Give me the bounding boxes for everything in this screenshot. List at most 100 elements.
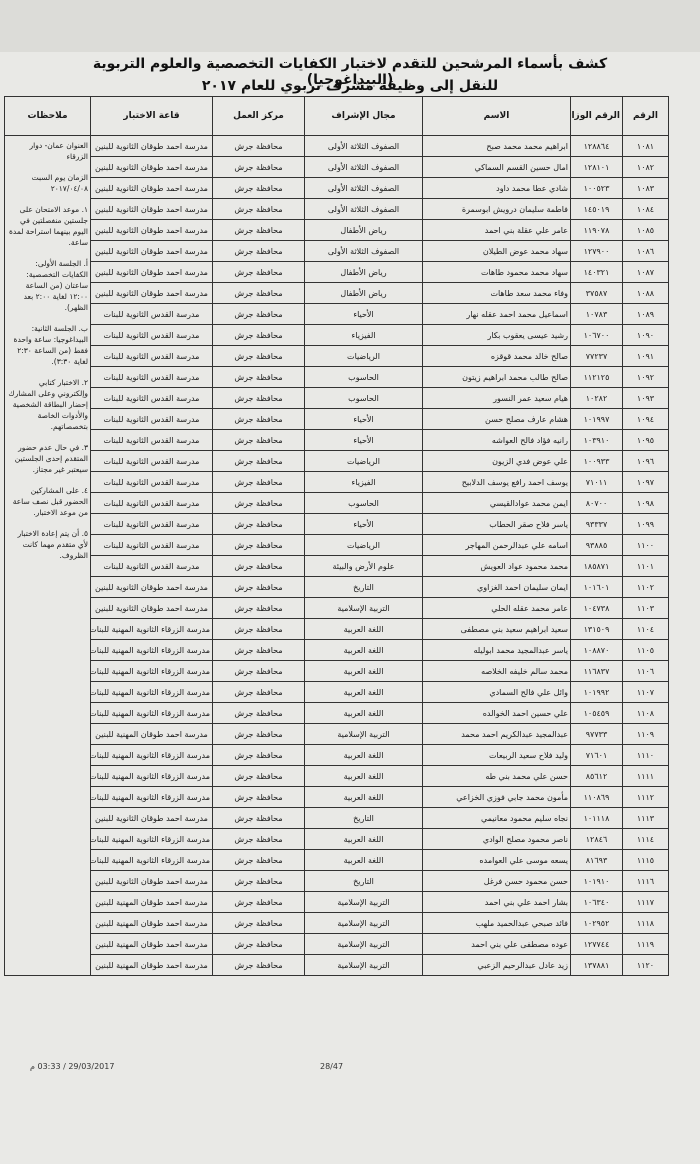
table-row: ١١١٩ ١٢٧٧٤٤ عوده مصطفى علي بني احمد التربية… — [5, 933, 669, 955]
row-number: ١٠٨٤ — [622, 198, 669, 220]
candidate-name: وليد فلاح سعيد الربيعات — [422, 744, 571, 766]
work-center: محافظة جرش — [212, 198, 305, 220]
candidate-name: نجاه سليم محمود معانيمي — [422, 807, 571, 829]
row-number: ١٠٨٥ — [622, 219, 669, 241]
note: ٥. أن يتم إعادة الاختبار لأي متقدم مهما … — [17, 529, 88, 560]
ministry-id: ١١٩٠٧٨ — [570, 219, 623, 241]
table-row: ١١٠٧ ١٠١٩٩٢ وائل علي فالح السمادي اللغة الع… — [5, 681, 669, 703]
row-number: ١١١٨ — [622, 912, 669, 934]
work-center: محافظة جرش — [212, 807, 305, 829]
row-number: ١٠٩٦ — [622, 450, 669, 472]
exam-hall: مدرسة القدس الثانوية للبنات — [90, 492, 213, 514]
candidate-name: اسماعيل محمد احمد عقله نهار — [422, 303, 571, 325]
table-row: ١٠٩٨ ٨٠٧٠٠ ايمن محمد عوادالقيسي الحاسوب محاف… — [5, 492, 669, 514]
row-number: ١٠٩٣ — [622, 387, 669, 409]
work-center: محافظة جرش — [212, 870, 305, 892]
supervision-field: اللغة العربية — [304, 681, 423, 703]
candidate-name: زيد عادل عبدالرحيم الزعبي — [422, 954, 571, 976]
candidate-name: وفاء محمد سعد طاهات — [422, 282, 571, 304]
title: كشف بأسماء المرشحين للتقدم لاختبار الكفا… — [92, 56, 608, 88]
work-center: محافظة جرش — [212, 933, 305, 955]
row-number: ١٠٨٢ — [622, 156, 669, 178]
supervision-field: اللغة العربية — [304, 849, 423, 871]
candidate-name: مأمون محمد جابي فوزي الخزاعي — [422, 786, 571, 808]
exam-hall: مدرسة الزرقاء الثانوية المهنية للبنات — [90, 660, 213, 682]
supervision-field: التربية الإسلامية — [304, 723, 423, 745]
note: ١. موعد الامتحان على جلستين منفصلتين في … — [9, 205, 88, 247]
row-number: ١١١٠ — [622, 744, 669, 766]
table-row: ١٠٨٨ ٣٧٥٨٧ وفاء محمد سعد طاهات رياض الأطفال… — [5, 282, 669, 304]
table-row: ١٠٨١ ١٢٨٨٦٤ ابراهيم محمد محمد صبح الصفوف ال… — [4, 135, 669, 976]
note: الزمان يوم السبت ٢٠١٧/٠٤/٠٨ — [31, 173, 88, 193]
subtitle: للنقل إلى وظيفة مشرف تربوي للعام ٢٠١٧ — [201, 78, 499, 94]
ministry-id: ١١٠٨٦٩ — [570, 786, 623, 808]
column-header: الرقم الوزاري — [570, 96, 623, 136]
table-row: ١١١٧ ١٠٦٣٤٠ بشار احمد علي بني احمد التربية … — [5, 891, 669, 913]
candidate-name: فاطمة سليمان درويش ابوسمرة — [422, 198, 571, 220]
exam-hall: مدرسة الزرقاء الثانوية المهنية للبنات — [90, 681, 213, 703]
exam-hall: مدرسة احمد طوقان الثانوية للبنين — [90, 198, 213, 220]
exam-hall: مدرسة احمد طوقان الثانوية للبنين — [90, 870, 213, 892]
row-number: ١١١١ — [622, 765, 669, 787]
ministry-id: ١٢٨٤٦ — [570, 828, 623, 850]
exam-hall: مدرسة الزرقاء الثانوية المهنية للبنات — [90, 849, 213, 871]
row-number: ١١١٩ — [622, 933, 669, 955]
row-number: ١٠٩١ — [622, 345, 669, 367]
exam-hall: مدرسة الزرقاء الثانوية المهنية للبنات — [90, 828, 213, 850]
ministry-id: ٧١٠١١ — [570, 471, 623, 493]
work-center: محافظة جرش — [212, 660, 305, 682]
work-center: محافظة جرش — [212, 408, 305, 430]
work-center: محافظة جرش — [212, 681, 305, 703]
supervision-field: الصفوف الثلاثة الأولى — [304, 156, 423, 178]
table-row: ١٠٩٢ ١١٢١٢٥ صالح طالب محمد ابراهيم زيتون ال… — [5, 366, 669, 388]
row-number: ١٠٨٨ — [622, 282, 669, 304]
ministry-id: ١٠٠٥٢٣ — [570, 177, 623, 199]
supervision-field: التربية الإسلامية — [304, 597, 423, 619]
background-sheet — [0, 0, 700, 54]
exam-hall: مدرسة الزرقاء الثانوية المهنية للبنات — [90, 702, 213, 724]
supervision-field: الفيزياء — [304, 324, 423, 346]
exam-hall: مدرسة الزرقاء الثانوية المهنية للبنات — [90, 786, 213, 808]
column-header: قاعة الاختبار — [90, 96, 213, 136]
exam-hall: مدرسة احمد طوقان المهنية للبنين — [90, 933, 213, 955]
table-row: ١٠٩٣ ١٠٢٨٢ هيام سعيد عمر النسور الحاسوب محاف… — [5, 387, 669, 409]
supervision-field: التربية الإسلامية — [304, 891, 423, 913]
supervision-field: الرياضيات — [304, 345, 423, 367]
row-number: ١١٠٤ — [622, 618, 669, 640]
ministry-id: ١١٢١٢٥ — [570, 366, 623, 388]
table-row: ١٠٩٧ ٧١٠١١ يوسف احمد رافع يوسف الدلابيح الف… — [5, 471, 669, 493]
ministry-id: ١٤٥٠١٩ — [570, 198, 623, 220]
table-row: ١٠٨٦ ١٢٧٩٠٠ سهاد محمد عوض الطيلان الصفوف ال… — [5, 240, 669, 262]
work-center: محافظة جرش — [212, 240, 305, 262]
work-center: محافظة جرش — [212, 954, 305, 976]
ministry-id: ١٠٤٧٣٨ — [570, 597, 623, 619]
row-number: ١٠٨٩ — [622, 303, 669, 325]
exam-hall: مدرسة القدس الثانوية للبنات — [90, 324, 213, 346]
work-center: محافظة جرش — [212, 513, 305, 535]
ministry-id: ١٠٣٩١٠ — [570, 429, 623, 451]
table-row: ١١١٣ ١٠١١١٨ نجاه سليم محمود معانيمي التاريخ… — [5, 807, 669, 829]
note: ٤. على المشاركين الحضور قبل نصف ساعة من … — [12, 486, 88, 517]
exam-hall: مدرسة القدس الثانوية للبنات — [90, 387, 213, 409]
ministry-id: ١٠١٩٩٧ — [570, 408, 623, 430]
table-row: ١٠٨٧ ١٤٠٣٢١ سهاد محمد محمود طاهات رياض الأط… — [5, 261, 669, 283]
candidate-name: سعيد ابراهيم سعيد بني مصطفى — [422, 618, 571, 640]
candidate-name: يسعه موسى علي العوامده — [422, 849, 571, 871]
candidate-name: شادي عطا محمد داود — [422, 177, 571, 199]
table-row: ١٠٩٤ ١٠١٩٩٧ هشام عارف مصلح حسن الأحياء محافظ… — [5, 408, 669, 430]
supervision-field: الصفوف الثلاثة الأولى — [304, 198, 423, 220]
table-row: ١١١٠ ٧١٦٠١ وليد فلاح سعيد الربيعات اللغة ال… — [5, 744, 669, 766]
ministry-id: ١٢٨٨٦٤ — [570, 135, 623, 157]
candidate-name: اسامه علي عبدالرحمن المهاجر — [422, 534, 571, 556]
row-number: ١٠٩٧ — [622, 471, 669, 493]
work-center: محافظة جرش — [212, 597, 305, 619]
note: ٢. الاختبار كتابي وإلكتروني وعلى المشارك… — [8, 378, 88, 431]
supervision-field: الصفوف الثلاثة الأولى — [304, 135, 423, 157]
row-number: ١١٢٠ — [622, 954, 669, 976]
table-row: ١١٠٤ ١٣١٥٠٩ سعيد ابراهيم سعيد بني مصطفى الل… — [5, 618, 669, 640]
supervision-field: التربية الإسلامية — [304, 954, 423, 976]
row-number: ١٠٩٠ — [622, 324, 669, 346]
footer-date: 29/03/2017 / 03:33 م — [30, 1062, 115, 1071]
exam-hall: مدرسة القدس الثانوية للبنات — [90, 534, 213, 556]
